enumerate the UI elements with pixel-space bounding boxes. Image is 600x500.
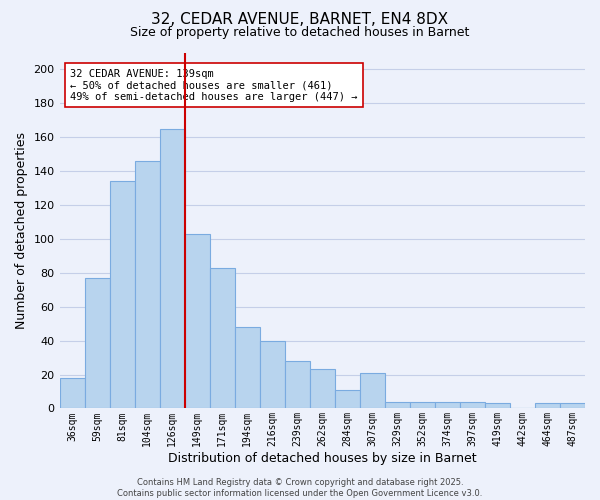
Text: 32 CEDAR AVENUE: 139sqm
← 50% of detached houses are smaller (461)
49% of semi-d: 32 CEDAR AVENUE: 139sqm ← 50% of detache… [70, 68, 358, 102]
Text: Contains HM Land Registry data © Crown copyright and database right 2025.
Contai: Contains HM Land Registry data © Crown c… [118, 478, 482, 498]
Bar [310, 370, 335, 408]
X-axis label: Distribution of detached houses by size in Barnet: Distribution of detached houses by size … [168, 452, 476, 465]
Bar [209, 268, 235, 408]
Bar [134, 161, 160, 408]
Bar [410, 402, 435, 408]
Bar [335, 390, 360, 408]
Y-axis label: Number of detached properties: Number of detached properties [15, 132, 28, 329]
Bar [535, 404, 560, 408]
Text: Size of property relative to detached houses in Barnet: Size of property relative to detached ho… [130, 26, 470, 39]
Bar [85, 278, 110, 408]
Text: 32, CEDAR AVENUE, BARNET, EN4 8DX: 32, CEDAR AVENUE, BARNET, EN4 8DX [151, 12, 449, 28]
Bar [235, 327, 260, 408]
Bar [460, 402, 485, 408]
Bar [160, 129, 185, 408]
Bar [260, 340, 285, 408]
Bar [59, 378, 85, 408]
Bar [285, 361, 310, 408]
Bar [360, 373, 385, 408]
Bar [485, 404, 510, 408]
Bar [435, 402, 460, 408]
Bar [560, 404, 585, 408]
Bar [185, 234, 209, 408]
Bar [385, 402, 410, 408]
Bar [110, 182, 134, 408]
